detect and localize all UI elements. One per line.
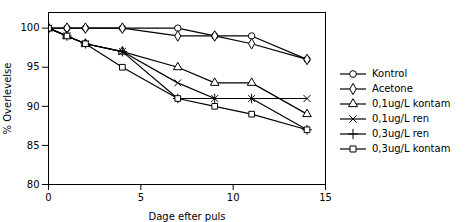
svg-text:85: 85 bbox=[27, 140, 40, 151]
svg-text:100: 100 bbox=[20, 22, 39, 33]
svg-text:Dage efter puls: Dage efter puls bbox=[148, 211, 225, 222]
html-text:0,1ug/L kontam: 0,1ug/L kontam bbox=[372, 98, 451, 109]
svg-text:5: 5 bbox=[138, 192, 144, 203]
svg-text:80: 80 bbox=[27, 179, 40, 190]
svg-text:90: 90 bbox=[27, 101, 40, 112]
html-text:Acetone: Acetone bbox=[372, 83, 413, 94]
html-text:Kontrol: Kontrol bbox=[372, 68, 408, 79]
svg-text:10: 10 bbox=[227, 192, 240, 203]
svg-text:15: 15 bbox=[319, 192, 332, 203]
html-text:0,3ug/L kontam: 0,3ug/L kontam bbox=[372, 143, 451, 154]
svg-text:95: 95 bbox=[27, 61, 40, 72]
html-text:0,1ug/L ren: 0,1ug/L ren bbox=[372, 113, 430, 124]
svg-text:% Overlevelse: % Overlevelse bbox=[2, 63, 13, 135]
svg-text:0: 0 bbox=[45, 192, 51, 203]
html-text:0,3ug/L ren: 0,3ug/L ren bbox=[372, 128, 430, 139]
